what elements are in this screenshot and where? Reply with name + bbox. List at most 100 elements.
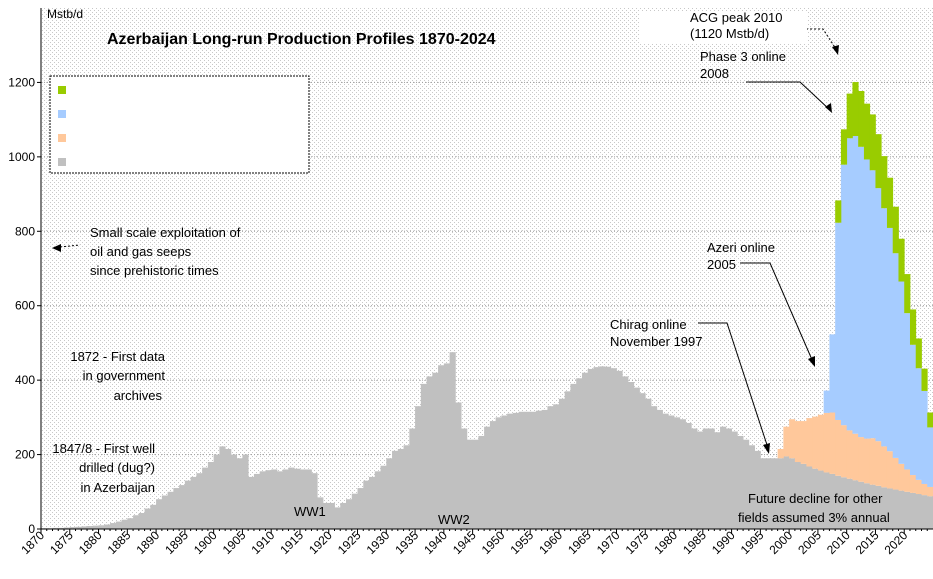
acg-peak-label-bg	[639, 12, 807, 44]
series-3-bar	[823, 390, 830, 413]
series-1-bar	[777, 458, 784, 529]
series-1-bar	[161, 495, 168, 529]
series-1-bar	[167, 491, 174, 529]
y-ticks: 0 200 400 600 800 1000 1200	[8, 75, 41, 536]
axes	[40, 8, 933, 530]
x-tick-label: 1915	[277, 528, 306, 557]
series-1-bar	[737, 435, 744, 529]
series-1-bar	[581, 372, 589, 529]
first-well-label-line3: in Azerbaijan	[81, 480, 155, 495]
series-1-bar	[501, 415, 508, 529]
series-1-bar	[806, 466, 813, 529]
series-1-bar	[346, 499, 353, 529]
x-tick-label: 1880	[76, 528, 105, 557]
x-tick-label: 1890	[133, 528, 162, 557]
series-1-bar	[144, 508, 151, 529]
series-2-bar	[823, 412, 830, 473]
series-1-bar	[766, 458, 773, 529]
series-1-bar	[265, 470, 272, 529]
y-tick-label: 1200	[8, 75, 35, 89]
seeps-label-line3: since prehistoric times	[90, 263, 219, 278]
series-3-bar	[927, 427, 933, 487]
series-1-bar	[179, 485, 186, 529]
x-tick-label: 1925	[335, 528, 364, 557]
series-1-bar	[386, 458, 393, 529]
series-1-bar	[553, 404, 560, 529]
series-1-bar	[570, 383, 577, 529]
series-2-bar	[800, 421, 807, 464]
series-1-bar	[725, 428, 732, 529]
ww1-label: WW1	[294, 504, 326, 519]
series-1-bar	[524, 411, 531, 529]
x-tick-label: 1885	[105, 528, 134, 557]
series-2-bar	[869, 438, 876, 485]
series-1-bar	[334, 507, 341, 529]
series-3-bar	[835, 222, 842, 420]
first-well-label-line1: 1847/8 - First well	[52, 441, 155, 456]
series-4-bar	[852, 82, 859, 137]
series-1-bar	[420, 383, 427, 529]
legend-swatch-blue	[58, 110, 66, 118]
series-1-bar	[904, 491, 911, 529]
series-1-bar	[530, 411, 537, 529]
series-4-bar	[863, 103, 871, 160]
series-1-bar	[835, 475, 842, 529]
series-1-bar	[794, 462, 802, 529]
series-2-bar	[789, 419, 796, 459]
chart-title: Azerbaijan Long-run Production Profiles …	[107, 31, 496, 48]
series-1	[41, 352, 933, 530]
y-axis-label: Mstb/d	[47, 7, 83, 21]
series-1-bar	[685, 422, 692, 529]
x-tick-label: 1905	[220, 528, 249, 557]
series-1-bar	[92, 525, 99, 529]
series-3-bar	[909, 344, 917, 476]
series-1-bar	[743, 439, 750, 529]
series-3-bar	[829, 334, 836, 413]
series-1-bar	[484, 426, 491, 529]
x-tick-label: 1990	[709, 528, 738, 557]
series-1-bar	[236, 458, 243, 529]
series-2-bar	[812, 416, 819, 469]
series-1-bar	[64, 527, 71, 529]
series-3-bar	[875, 188, 882, 442]
x-ticks: 1870 1875 1880 1885 1890 1895 1900 1905 1910 1915…	[18, 528, 928, 557]
series-3-bar	[840, 164, 848, 426]
series-1-bar	[771, 458, 779, 529]
series-1-bar	[415, 406, 422, 529]
legend	[49, 75, 310, 174]
x-tick-label: 2005	[795, 528, 824, 557]
series-2-bar	[915, 479, 922, 495]
series-1-bar	[282, 469, 289, 529]
phase3-label-line1: Phase 3 online	[700, 49, 786, 64]
series-1-bar	[207, 462, 215, 529]
series-2-bar	[829, 412, 836, 474]
series-1-bar	[898, 490, 905, 529]
series-3-bar	[863, 159, 871, 439]
series-1-bar	[852, 480, 859, 529]
series-3-bar	[904, 313, 911, 470]
series-1-bar	[196, 473, 203, 529]
seeps-arrowhead	[52, 244, 61, 252]
x-tick-label: 1965	[565, 528, 594, 557]
x-tick-label: 2010	[824, 528, 853, 557]
series-1-bar	[633, 387, 640, 529]
x-tick-label: 1955	[508, 528, 537, 557]
series-1-bar	[438, 365, 445, 529]
acg-peak-label-line1: ACG peak 2010	[690, 10, 783, 25]
series-1-bar	[173, 488, 180, 529]
series-1-bar	[213, 454, 220, 529]
azeri-label-line2: 2005	[707, 257, 736, 272]
series-2-bar	[840, 425, 848, 478]
series-2-bar	[863, 438, 871, 484]
series-1-bar	[75, 526, 82, 529]
series-1-bar	[886, 488, 894, 529]
series-1-bar	[104, 524, 111, 529]
series-1-bar	[651, 406, 658, 529]
series-3-bar	[915, 368, 922, 480]
series-1-bar	[299, 469, 307, 529]
series-1-bar	[98, 525, 105, 529]
series-1-bar	[674, 417, 681, 529]
azeri-arrowhead	[808, 356, 815, 367]
series-3-bar	[892, 253, 899, 458]
